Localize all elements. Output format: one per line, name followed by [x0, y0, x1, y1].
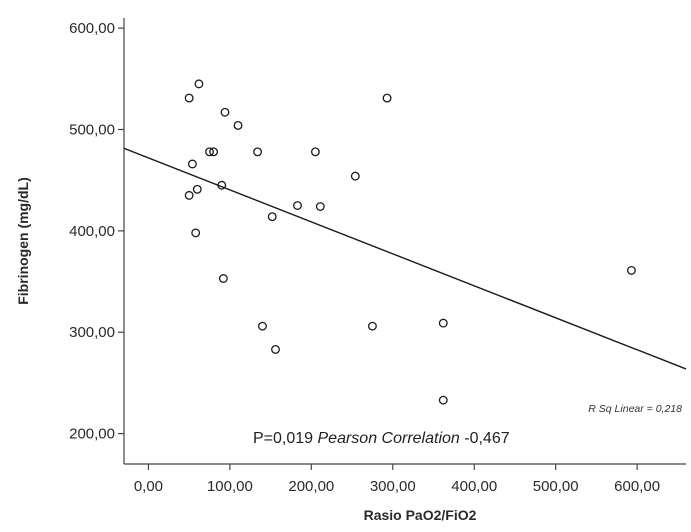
data-point [267, 212, 277, 222]
y-tick-label: 500,00 [69, 122, 115, 139]
data-point [187, 159, 197, 169]
chart-labels: Fibrinogen (mg/dL) Rasio PaO2/FiO2 R Sq … [15, 177, 682, 523]
data-point [293, 201, 302, 210]
data-point [220, 107, 230, 117]
correlation-method-text: Pearson Correlation [318, 430, 460, 447]
data-point [218, 274, 228, 283]
data-point [191, 228, 201, 238]
data-point [184, 190, 194, 200]
x-tick-label: 200,00 [288, 478, 334, 495]
fit-line-group [123, 147, 687, 370]
data-point [382, 93, 392, 103]
x-tick-label: 500,00 [533, 478, 579, 495]
data-point [626, 265, 636, 275]
x-tick-label: 300,00 [370, 478, 416, 495]
x-tick-label: 400,00 [451, 478, 497, 495]
data-point [194, 79, 204, 89]
data-point [217, 180, 227, 190]
x-axis-title: Rasio PaO2/FiO2 [364, 507, 477, 523]
data-point [310, 147, 320, 157]
y-tick-label: 200,00 [69, 426, 115, 443]
data-point [315, 202, 325, 211]
axes: 200,00 300,00 400,00 500,00 600,00 0,00 100,00… [69, 18, 686, 495]
data-point [192, 184, 202, 194]
p-value-text: P=0,019 [253, 430, 318, 447]
correlation-annotation: P=0,019 Pearson Correlation -0,467 [253, 430, 510, 447]
data-point [438, 395, 448, 405]
data-point [233, 120, 243, 130]
x-tick-label: 600,00 [614, 478, 660, 495]
data-point [367, 321, 377, 331]
y-axis-title: Fibrinogen (mg/dL) [15, 177, 31, 305]
r-squared-label: R Sq Linear = 0,218 [588, 403, 682, 415]
data-point [271, 345, 280, 354]
data-points [184, 79, 636, 405]
x-tick-label: 100,00 [207, 478, 253, 495]
data-point [209, 147, 219, 157]
data-point [184, 93, 194, 103]
y-tick-label: 400,00 [69, 223, 115, 240]
correlation-r-text: -0,467 [460, 430, 510, 447]
regression-line [123, 147, 687, 370]
data-point [253, 147, 263, 157]
data-point [438, 318, 448, 328]
x-tick-label: 0,00 [134, 478, 163, 495]
data-point [350, 171, 360, 181]
y-tick-label: 300,00 [69, 324, 115, 341]
y-tick-label: 600,00 [69, 20, 115, 37]
data-point [205, 147, 214, 157]
data-point [258, 321, 267, 331]
